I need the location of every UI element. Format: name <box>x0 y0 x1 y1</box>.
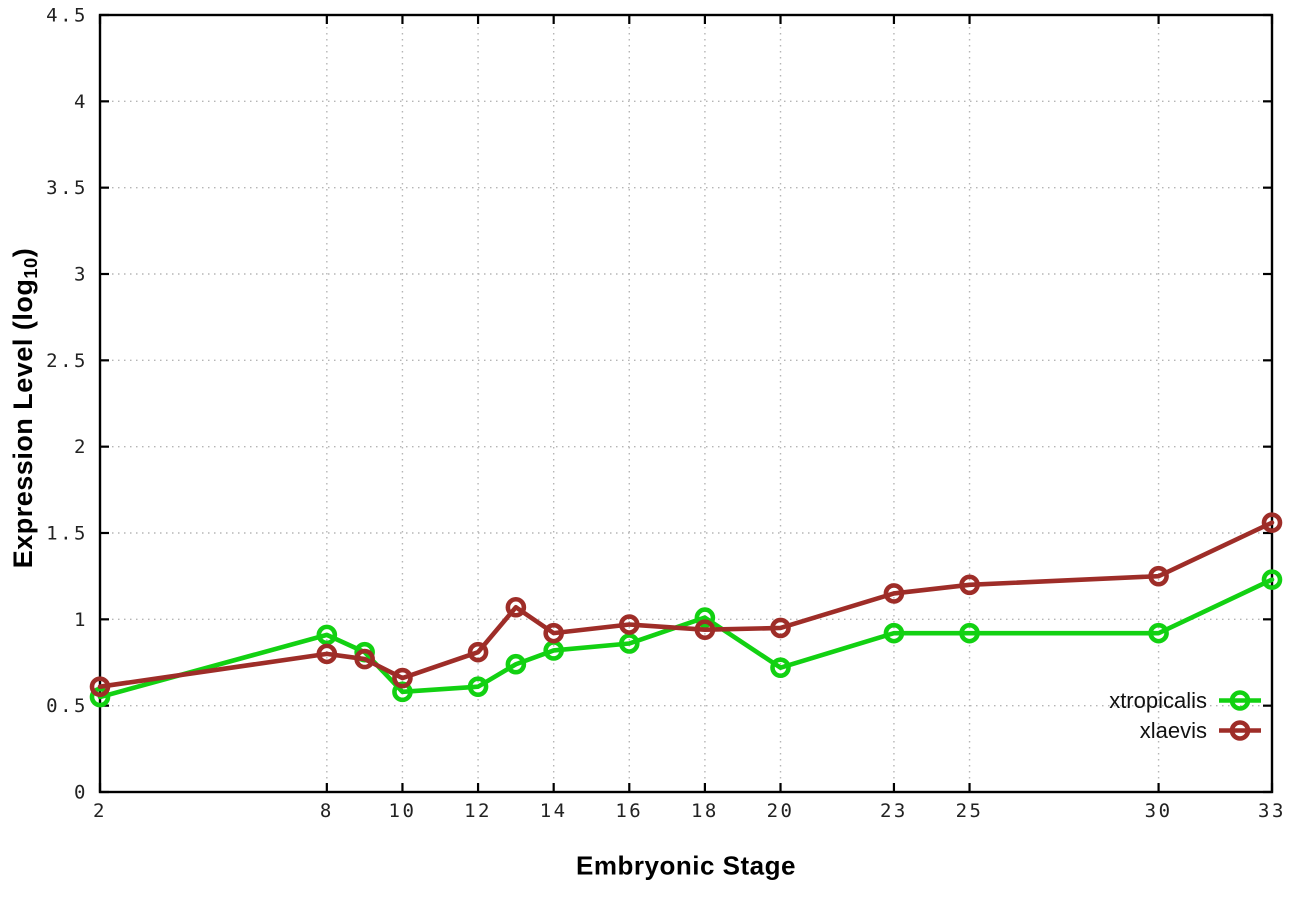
legend-label-xtropicalis: xtropicalis <box>1109 688 1207 713</box>
data-point-xlaevis <box>354 648 375 670</box>
data-point-xlaevis <box>89 676 111 697</box>
x-tick-label: 20 <box>767 800 795 822</box>
x-tick-label: 30 <box>1145 800 1173 822</box>
data-point-xlaevis <box>959 574 980 596</box>
y-tick-label: 1.5 <box>46 523 88 545</box>
x-axis-title: Embryonic Stage <box>576 850 796 881</box>
data-point-xtropicalis <box>1148 622 1169 644</box>
data-point-xtropicalis <box>770 657 791 678</box>
legend-item-xlaevis: xlaevis <box>1140 717 1263 744</box>
x-tick-label: 25 <box>956 800 984 822</box>
legend-sample-circle-icon <box>1229 720 1251 741</box>
x-tick-label: 8 <box>320 800 334 822</box>
series-line-xtropicalis <box>97 577 1275 700</box>
y-tick-label: 4.5 <box>46 5 88 27</box>
x-tick-label: 2 <box>93 800 107 822</box>
series-line-xlaevis <box>97 520 1275 689</box>
x-tick-label: 18 <box>691 800 719 822</box>
data-point-xlaevis <box>1261 512 1283 533</box>
data-point-xlaevis <box>505 596 527 618</box>
plot-border <box>98 13 1274 794</box>
data-point-xlaevis <box>316 643 338 665</box>
data-point-xtropicalis <box>883 622 905 644</box>
data-point-xtropicalis <box>694 607 716 628</box>
legend-marker-icon-xlaevis <box>1219 720 1261 741</box>
y-tick-label: 0.5 <box>46 695 88 717</box>
data-point-xtropicalis <box>89 686 111 708</box>
data-point-xtropicalis <box>316 624 338 646</box>
data-point-xlaevis <box>770 617 791 639</box>
data-point-xlaevis <box>392 667 413 689</box>
y-axis-title: Expression Level (log10) <box>8 248 42 569</box>
y-axis-title-main: Expression Level (log <box>7 278 38 569</box>
x-tick-label: 33 <box>1258 800 1286 822</box>
data-point-xlaevis <box>1148 565 1169 587</box>
x-tick-label: 10 <box>389 800 417 822</box>
y-tick-label: 2 <box>74 436 88 458</box>
data-point-xtropicalis <box>505 653 527 675</box>
y-tick-label: 4 <box>74 91 88 113</box>
y-axis-title-subscript: 10 <box>20 257 42 279</box>
data-point-xlaevis <box>467 641 489 663</box>
data-point-xlaevis <box>618 614 640 635</box>
x-tick-label: 23 <box>880 800 908 822</box>
y-tick-label: 0 <box>74 782 88 804</box>
y-tick-label: 2.5 <box>46 350 88 372</box>
x-tick-label: 16 <box>615 800 643 822</box>
legend-marker-icon-xtropicalis <box>1219 690 1261 711</box>
legend-item-xtropicalis: xtropicalis <box>1109 687 1263 714</box>
legend-sample-circle-icon <box>1229 690 1251 711</box>
y-axis-title-end: ) <box>7 247 38 258</box>
legend-label-xlaevis: xlaevis <box>1139 718 1207 743</box>
x-tick-label: 12 <box>464 800 492 822</box>
data-point-xtropicalis <box>467 676 489 697</box>
data-point-xlaevis <box>883 583 905 604</box>
data-point-xtropicalis <box>618 633 640 654</box>
data-point-xtropicalis <box>959 622 980 644</box>
y-tick-label: 3 <box>74 264 88 286</box>
y-tick-label: 1 <box>74 609 88 631</box>
x-tick-label: 14 <box>540 800 568 822</box>
data-point-xtropicalis <box>1261 569 1283 590</box>
data-point-xlaevis <box>543 622 564 644</box>
data-point-xlaevis <box>694 619 716 640</box>
y-tick-label: 3.5 <box>46 177 88 199</box>
legend: xtropicalis xlaevis <box>1109 687 1263 744</box>
